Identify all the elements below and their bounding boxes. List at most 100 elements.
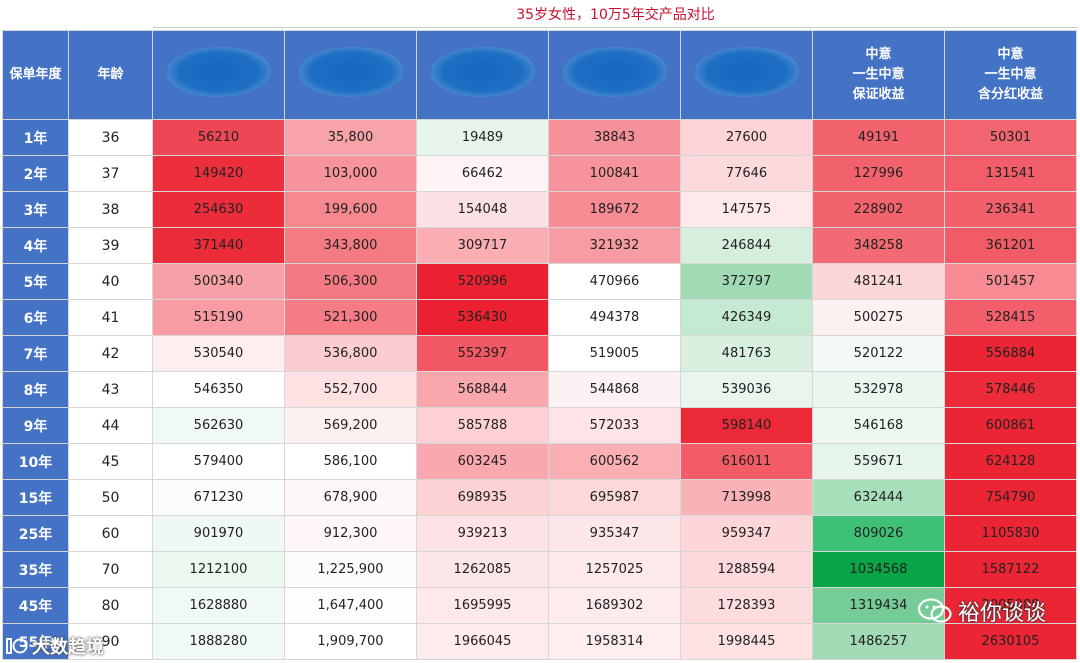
row-policy-year: 4年 [2, 227, 69, 264]
value-cell: 1728393 [680, 587, 813, 624]
row-policy-year: 9年 [2, 407, 69, 444]
value-cell: 546350 [152, 371, 285, 408]
value-cell: 678,900 [284, 479, 417, 516]
value-cell: 901970 [152, 515, 285, 552]
value-cell: 671230 [152, 479, 285, 516]
header-policy-year: 保单年度 [2, 30, 69, 120]
row-age: 90 [68, 623, 153, 660]
value-cell: 1998445 [680, 623, 813, 660]
value-cell: 321932 [548, 227, 681, 264]
value-cell: 1486257 [812, 623, 945, 660]
value-cell: 77646 [680, 155, 813, 192]
table-row: 3年 38 254630 199,600 154048 189672 147575 22890… [2, 191, 1077, 228]
row-policy-year: 25年 [2, 515, 69, 552]
value-cell: 520122 [812, 335, 945, 372]
value-cell: 935347 [548, 515, 681, 552]
value-cell: 1958314 [548, 623, 681, 660]
value-cell: 1587122 [944, 551, 1077, 588]
value-cell: 246844 [680, 227, 813, 264]
table-title: 35岁女性，10万5年交产品对比 [153, 4, 1078, 28]
value-cell: 754790 [944, 479, 1077, 516]
watermark-text: 裕你谈谈 [957, 601, 1046, 626]
row-policy-year: 55年 [2, 623, 69, 660]
row-age: 38 [68, 191, 153, 228]
value-cell: 38843 [548, 119, 681, 156]
row-age: 70 [68, 551, 153, 588]
value-cell: 371440 [152, 227, 285, 264]
value-cell: 66462 [416, 155, 549, 192]
value-cell: 632444 [812, 479, 945, 516]
row-policy-year: 2年 [2, 155, 69, 192]
value-cell: 100841 [548, 155, 681, 192]
table-row: 55年 90 1888280 1,909,700 1966045 1958314 19984… [2, 623, 1077, 660]
value-cell: 1034568 [812, 551, 945, 588]
row-policy-year: 45年 [2, 587, 69, 624]
row-age: 36 [68, 119, 153, 156]
value-cell: 809026 [812, 515, 945, 552]
header-dividend: 中意 一生中意 含分红收益 [977, 47, 1043, 102]
table-row: 45年 80 1628880 1,647,400 1695995 1689302 17283… [2, 587, 1077, 624]
redacted-blob [430, 46, 535, 97]
value-cell: 528415 [944, 299, 1077, 336]
value-cell: 536,800 [284, 335, 417, 372]
value-cell: 520996 [416, 263, 549, 300]
row-policy-year: 10年 [2, 443, 69, 480]
value-cell: 556884 [944, 335, 1077, 372]
row-age: 39 [68, 227, 153, 264]
row-age: 40 [68, 263, 153, 300]
value-cell: 309717 [416, 227, 549, 264]
value-cell: 939213 [416, 515, 549, 552]
value-cell: 1,225,900 [284, 551, 417, 588]
brand-watermark-text: 大数趋境 [32, 637, 104, 658]
header-product-2 [284, 30, 417, 120]
value-cell: 372797 [680, 263, 813, 300]
value-cell: 568844 [416, 371, 549, 408]
row-age: 45 [68, 443, 153, 480]
wechat-icon [917, 598, 952, 623]
value-cell: 56210 [152, 119, 285, 156]
value-cell: 521,300 [284, 299, 417, 336]
value-cell: 616011 [680, 443, 813, 480]
value-cell: 149420 [152, 155, 285, 192]
value-cell: 959347 [680, 515, 813, 552]
value-cell: 530540 [152, 335, 285, 372]
table-row: 1年 36 56210 35,800 19489 38843 27600 49191 50301 [2, 119, 1077, 156]
row-policy-year: 5年 [2, 263, 69, 300]
redacted-blob [166, 46, 271, 97]
value-cell: 1,647,400 [284, 587, 417, 624]
header-product-7: 中意 一生中意 含分红收益 [944, 30, 1077, 120]
value-cell: 19489 [416, 119, 549, 156]
table-row: 15年 50 671230 678,900 698935 695987 713998 6324… [2, 479, 1077, 516]
value-cell: 1262085 [416, 551, 549, 588]
header-row: 保单年度 年龄 中意 一生中意 保证收益 中意 一生中意 含分红收益 [2, 30, 1077, 120]
value-cell: 481241 [812, 263, 945, 300]
value-cell: 154048 [416, 191, 549, 228]
row-age: 41 [68, 299, 153, 336]
value-cell: 27600 [680, 119, 813, 156]
header-product-5 [680, 30, 813, 120]
value-cell: 426349 [680, 299, 813, 336]
table-row: 8年 43 546350 552,700 568844 544868 539036 53297… [2, 371, 1077, 408]
row-age: 50 [68, 479, 153, 516]
value-cell: 536430 [416, 299, 549, 336]
value-cell: 600861 [944, 407, 1077, 444]
value-cell: 1628880 [152, 587, 285, 624]
table-row: 35年 70 1212100 1,225,900 1262085 1257025 12885… [2, 551, 1077, 588]
table-row: 9年 44 562630 569,200 585788 572033 598140 54616… [2, 407, 1077, 444]
value-cell: 603245 [416, 443, 549, 480]
value-cell: 254630 [152, 191, 285, 228]
header-product-6: 中意 一生中意 保证收益 [812, 30, 945, 120]
header-guaranteed: 中意 一生中意 保证收益 [852, 47, 905, 102]
wechat-watermark: 裕你谈谈 [917, 595, 1046, 627]
value-cell: 2630105 [944, 623, 1077, 660]
value-cell: 103,000 [284, 155, 417, 192]
value-cell: 199,600 [284, 191, 417, 228]
table-row: 10年 45 579400 586,100 603245 600562 616011 5596… [2, 443, 1077, 480]
value-cell: 1689302 [548, 587, 681, 624]
value-cell: 147575 [680, 191, 813, 228]
value-cell: 572033 [548, 407, 681, 444]
row-policy-year: 3年 [2, 191, 69, 228]
value-cell: 562630 [152, 407, 285, 444]
value-cell: 598140 [680, 407, 813, 444]
value-cell: 500340 [152, 263, 285, 300]
